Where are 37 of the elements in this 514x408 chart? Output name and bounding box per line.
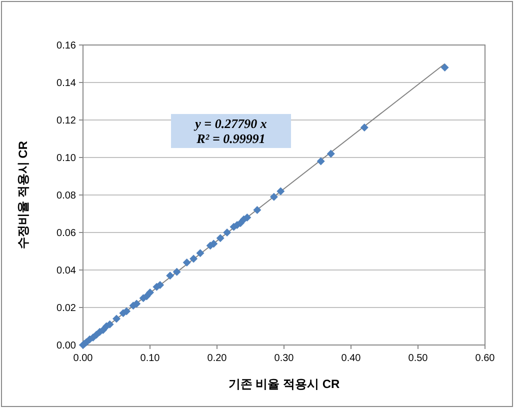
point	[112, 314, 120, 323]
point	[182, 258, 191, 266]
point	[196, 249, 204, 258]
point	[166, 272, 174, 280]
x-tick-label: 0.20	[207, 353, 228, 364]
point	[316, 157, 325, 166]
x-tick-label: 0.50	[408, 353, 428, 364]
annotation: y = 0.27790 x	[193, 116, 268, 131]
x-tick-label: 0.40	[341, 353, 362, 364]
y-tick-label: 0.14	[56, 78, 76, 89]
point	[326, 150, 335, 158]
point	[270, 192, 278, 201]
y-tick-label: 0.16	[56, 40, 76, 52]
x-tick-label: 0.60	[475, 353, 496, 364]
point	[223, 228, 232, 236]
y-tick-label: 0.10	[56, 153, 76, 164]
y-tick-label: 0.12	[56, 116, 76, 126]
point	[122, 307, 131, 316]
x-tick-label: 0.10	[140, 353, 160, 364]
y-tick-label: 0.06	[56, 228, 76, 239]
point	[360, 124, 368, 132]
y-tick-label: 0.08	[56, 190, 76, 202]
point	[276, 187, 285, 196]
x-tick-label: 0.30	[274, 353, 294, 364]
y-tick-label: 0.00	[56, 340, 76, 352]
y-axis-title: 수정비율 적용시 CR	[16, 140, 30, 249]
point	[172, 268, 181, 276]
annotation: R² = 0.99991	[196, 131, 266, 146]
point	[190, 254, 198, 263]
point	[216, 234, 224, 242]
x-axis-title: 기존 비율 적용시 CR	[228, 377, 340, 391]
x-tick-label: 0.00	[73, 353, 94, 364]
point	[146, 288, 154, 296]
y-tick-label: 0.04	[56, 266, 76, 276]
point	[440, 64, 449, 72]
y-tick-label: 0.02	[56, 303, 76, 314]
point	[253, 206, 262, 214]
